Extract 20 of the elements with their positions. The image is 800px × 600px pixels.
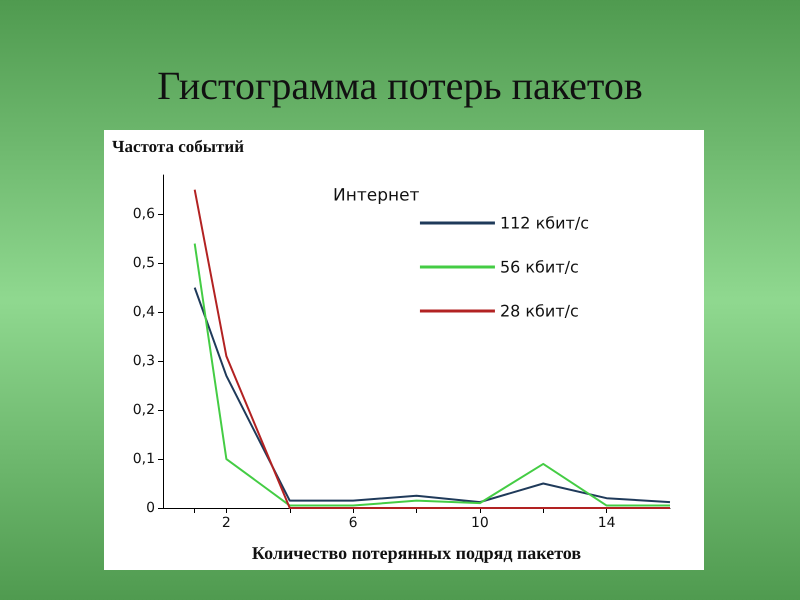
legend-title: Интернет bbox=[333, 186, 420, 206]
legend-label: 112 кбит/с bbox=[500, 214, 589, 232]
y-tick-label: 0 bbox=[146, 500, 155, 516]
y-tick-label: 0,1 bbox=[132, 451, 155, 468]
x-axis-title: Количество потерянных подряд пакетов bbox=[252, 543, 582, 563]
chart-title: Гистограмма потерь пакетов bbox=[156, 62, 644, 109]
line-series bbox=[194, 286, 671, 504]
legend-label: 28 кбит/с bbox=[500, 302, 579, 320]
x-tick-label: 14 bbox=[598, 515, 616, 531]
line-series bbox=[194, 242, 671, 507]
x-tick-label: 2 bbox=[222, 515, 231, 531]
x-tick-label: 10 bbox=[470, 515, 489, 531]
y-axis-title: Частота событий bbox=[112, 137, 244, 156]
y-tick-label: 0,4 bbox=[132, 304, 156, 320]
x-tick-label: 6 bbox=[348, 515, 358, 531]
legend-label: 56 кбит/с bbox=[500, 258, 579, 276]
y-tick-label: 0,2 bbox=[132, 402, 155, 418]
y-tick-label: 0,3 bbox=[132, 353, 155, 370]
y-tick-label: 0,5 bbox=[132, 255, 155, 272]
y-tick-label: 0,6 bbox=[132, 206, 156, 222]
